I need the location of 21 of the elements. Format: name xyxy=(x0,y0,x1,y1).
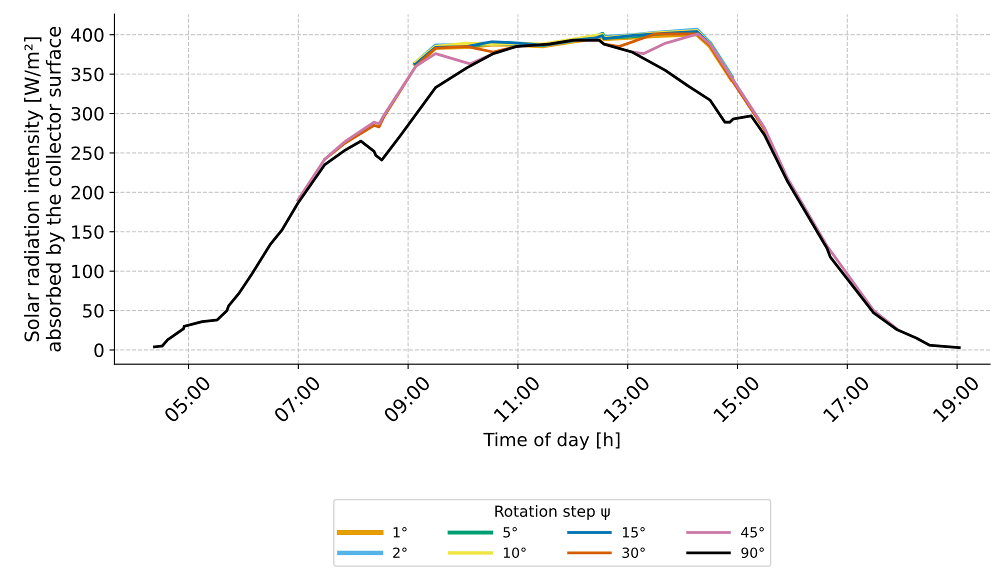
y-axis-title: Solar radiation intensity [W/m²] absorbed by the collector surface xyxy=(24,26,65,352)
x-axis-title: Time of day [h] xyxy=(483,432,620,450)
legend-label: 5° xyxy=(503,527,517,538)
y-tick-label: 300 xyxy=(72,106,104,121)
y-tick-label: 50 xyxy=(83,304,104,318)
legend-label: 30° xyxy=(622,547,645,558)
y-tick-label: 250 xyxy=(72,146,104,160)
y-tick-label: 200 xyxy=(72,186,104,200)
y-tick-label: 100 xyxy=(72,264,104,278)
y-tick-label: 0 xyxy=(94,343,104,358)
line-series xyxy=(153,38,961,349)
legend-label: 1° xyxy=(394,527,407,538)
y-tick-label: 400 xyxy=(71,28,104,42)
legend-label: 45° xyxy=(741,527,764,538)
y-tick-label: 150 xyxy=(72,225,104,239)
legend-title: Rotation step ψ xyxy=(495,505,610,520)
y-tick-label: 350 xyxy=(72,68,104,82)
legend-label: 90° xyxy=(741,547,764,558)
legend-label: 10° xyxy=(504,547,526,558)
legend-label: 15° xyxy=(622,527,645,538)
legend-label: 2° xyxy=(393,547,407,558)
